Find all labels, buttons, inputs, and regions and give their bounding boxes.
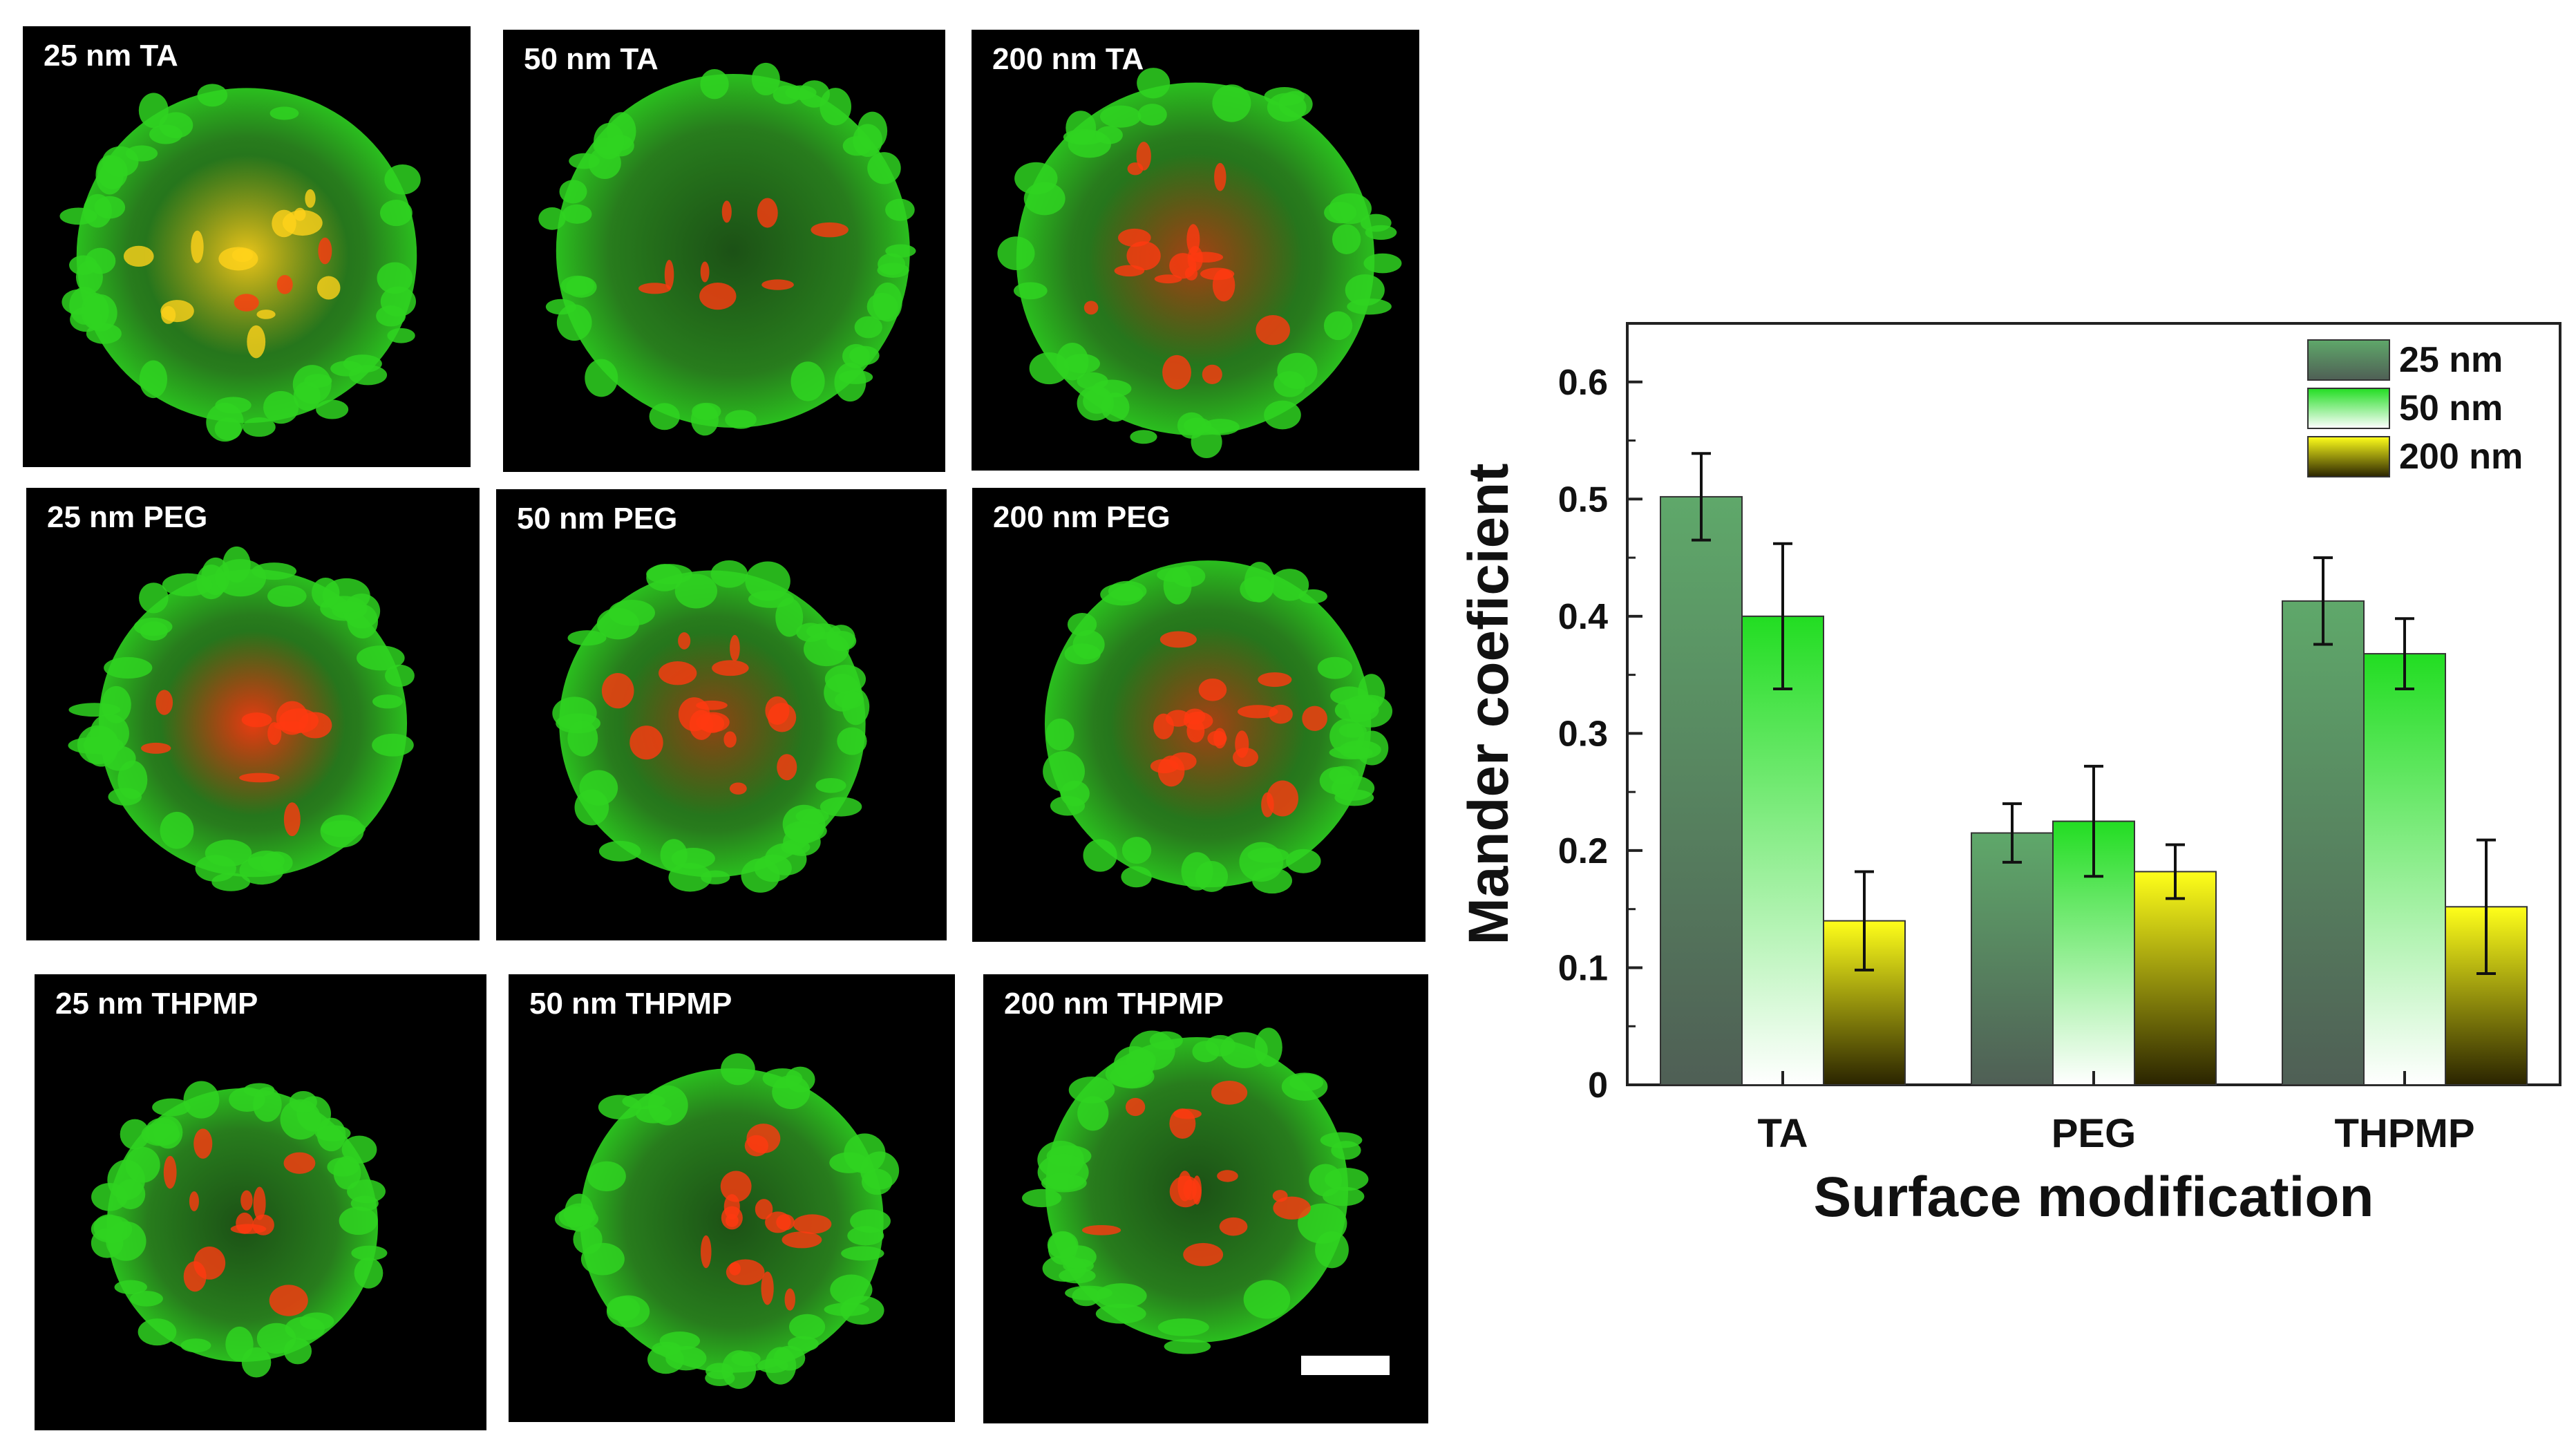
- panel-label: 50 nm THPMP: [529, 987, 732, 1021]
- panel-label: 25 nm THPMP: [55, 987, 258, 1021]
- scale-bar: [1301, 1356, 1390, 1375]
- bar-ta-50nm: [1741, 615, 1824, 1086]
- x-tick-label: PEG: [2052, 1111, 2137, 1156]
- bar-ta-25nm: [1660, 495, 1743, 1086]
- legend-label: 25 nm: [2399, 340, 2503, 380]
- x-axis-title: Surface modification: [1813, 1166, 2374, 1229]
- legend-label: 200 nm: [2399, 437, 2523, 477]
- legend-swatch: [2307, 388, 2390, 429]
- bar-thpmp-25nm: [2282, 600, 2365, 1086]
- y-axis-title: Mander coeficient: [1457, 463, 1520, 945]
- y-tick-label: 0.3: [1558, 714, 1608, 754]
- panel-label: 200 nm TA: [992, 42, 1144, 76]
- micrograph-50nm-ta: 50 nm TA: [503, 30, 945, 472]
- spheroid-image: [538, 62, 916, 436]
- spheroid-image: [554, 1053, 900, 1390]
- legend-swatch: [2307, 436, 2390, 477]
- spheroid-image: [59, 84, 421, 442]
- spheroid-image: [91, 1081, 388, 1378]
- panel-label: 50 nm PEG: [517, 502, 678, 536]
- spheroid-image: [68, 546, 415, 891]
- spheroid-image: [1043, 560, 1393, 894]
- y-tick-label: 0.5: [1558, 480, 1608, 520]
- legend-swatch: [2307, 339, 2390, 381]
- spheroid-image: [552, 560, 870, 893]
- micrograph-25nm-thpmp: 25 nm THPMP: [35, 974, 486, 1430]
- legend-label: 50 nm: [2399, 388, 2503, 428]
- panel-label: 200 nm PEG: [993, 500, 1171, 534]
- spheroid-image: [997, 68, 1402, 459]
- bar-peg-25nm: [1971, 832, 2054, 1086]
- panel-label: 50 nm TA: [524, 42, 659, 76]
- micrograph-200nm-thpmp: 200 nm THPMP: [983, 974, 1428, 1423]
- y-tick-label: 0.4: [1558, 597, 1608, 637]
- panel-label: 25 nm TA: [44, 39, 178, 73]
- bar-thpmp-50nm: [2363, 653, 2446, 1086]
- bar-chart: 0 0.1 0.2 0.3 0.4 0.5 0.6 TA PEG THPMP Surface mod…: [1451, 304, 2576, 1244]
- y-tick-label: 0.1: [1558, 948, 1608, 988]
- y-tick-label: 0.6: [1558, 363, 1608, 403]
- micrograph-200nm-ta: 200 nm TA: [972, 30, 1419, 471]
- x-tick-label: THPMP: [2335, 1111, 2475, 1156]
- x-tick-label: TA: [1757, 1111, 1808, 1156]
- panel-label: 25 nm PEG: [47, 500, 208, 534]
- y-tick-label: 0.2: [1558, 831, 1608, 871]
- micrograph-50nm-thpmp: 50 nm THPMP: [509, 974, 955, 1422]
- bar-chart-svg: 0 0.1 0.2 0.3 0.4 0.5 0.6 TA PEG THPMP Surface mod…: [1457, 322, 2561, 1229]
- micrograph-25nm-peg: 25 nm PEG: [26, 488, 480, 940]
- micrograph-25nm-ta: 25 nm TA: [23, 26, 471, 467]
- micrograph-50nm-peg: 50 nm PEG: [496, 489, 947, 940]
- micrograph-200nm-peg: 200 nm PEG: [972, 488, 1426, 942]
- bar-peg-200nm: [2134, 871, 2217, 1086]
- panel-label: 200 nm THPMP: [1004, 987, 1224, 1021]
- spheroid-image: [1022, 1027, 1369, 1354]
- y-tick-label: 0: [1588, 1065, 1608, 1106]
